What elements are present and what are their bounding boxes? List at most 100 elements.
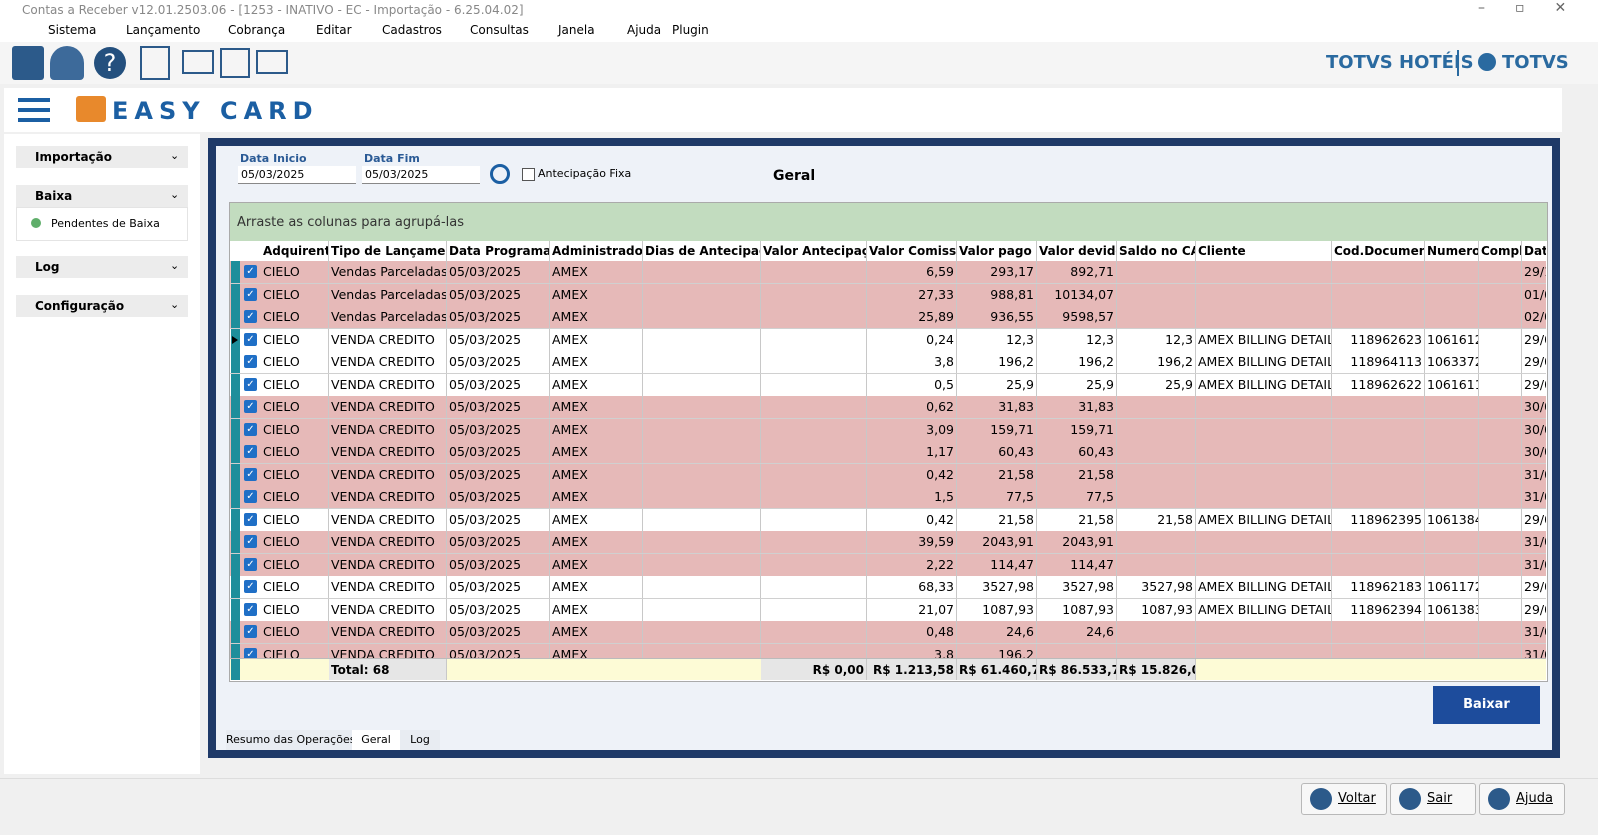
- sidebar-chevron[interactable]: ⌄: [170, 259, 180, 272]
- grid-cell: 39,59: [867, 531, 957, 553]
- tool-tree[interactable]: [220, 48, 250, 78]
- column-header[interactable]: Saldo no CAR: [1117, 241, 1196, 261]
- menu-item[interactable]: Lançamento: [126, 23, 201, 37]
- column-header[interactable]: Dias de Antecipação: [643, 241, 761, 261]
- column-header[interactable]: Valor pago: [957, 241, 1037, 261]
- footer-button[interactable]: Sair: [1390, 783, 1476, 815]
- menu-item[interactable]: Cadastros: [382, 23, 442, 37]
- baixar-button[interactable]: Baixar: [1433, 686, 1540, 724]
- column-header[interactable]: Data: [1522, 241, 1546, 261]
- sidebar-section[interactable]: Configuração: [16, 295, 188, 317]
- row-marker: [231, 553, 240, 576]
- grid-row[interactable]: ✓ CIELO Vendas Parceladas 05/03/2025 AMEX 25,…: [230, 306, 1546, 329]
- row-checkbox[interactable]: ✓: [244, 287, 257, 301]
- grid-cell: 25,9: [1117, 373, 1196, 396]
- row-checkbox[interactable]: ✓: [244, 467, 257, 481]
- grid-cell: AMEX: [550, 418, 643, 441]
- footer-button[interactable]: Ajuda: [1479, 783, 1565, 815]
- tool-send[interactable]: [256, 50, 288, 74]
- row-checkbox[interactable]: ✓: [244, 422, 257, 436]
- menu-item[interactable]: Cobrança: [228, 23, 286, 37]
- sidebar-section[interactable]: Baixa: [16, 185, 188, 207]
- grid-row[interactable]: ✓ CIELO VENDA CREDITO 05/03/2025 AMEX 39,59 20…: [230, 531, 1546, 554]
- column-header[interactable]: Valor Antecipação: [761, 241, 867, 261]
- menu-item[interactable]: Sistema: [48, 23, 97, 37]
- tab[interactable]: Log: [400, 730, 440, 750]
- tool-user[interactable]: [50, 46, 84, 80]
- search-button[interactable]: [490, 164, 510, 184]
- grid-cell: [1196, 643, 1332, 666]
- tool-exit[interactable]: [12, 46, 44, 80]
- column-header[interactable]: Valor devido: [1037, 241, 1117, 261]
- grid-row[interactable]: ✓ CIELO VENDA CREDITO 05/03/2025 AMEX 0,5 25,9…: [230, 373, 1546, 397]
- tab[interactable]: Geral: [352, 730, 400, 750]
- tool-calc[interactable]: [140, 46, 170, 80]
- grid-cell: CIELO: [261, 553, 329, 576]
- grid-row[interactable]: ✓ CIELO VENDA CREDITO 05/03/2025 AMEX 2,22 114…: [230, 553, 1546, 577]
- start-date[interactable]: 05/03/2025: [238, 166, 356, 184]
- grid-row[interactable]: ✓ CIELO VENDA CREDITO 05/03/2025 AMEX 0,62 31,…: [230, 396, 1546, 419]
- row-checkbox[interactable]: ✓: [244, 332, 257, 346]
- sidebar-section[interactable]: Importação: [16, 146, 188, 168]
- grid-row[interactable]: ✓ CIELO Vendas Parceladas 05/03/2025 AMEX 27,…: [230, 283, 1546, 307]
- column-header[interactable]: Cliente: [1196, 241, 1332, 261]
- end-date[interactable]: 05/03/2025: [362, 166, 480, 184]
- row-checkbox[interactable]: ✓: [244, 355, 257, 368]
- row-checkbox[interactable]: ✓: [244, 625, 257, 638]
- column-header[interactable]: Compl.: [1479, 241, 1522, 261]
- column-header[interactable]: Tipo de Lançamento: [329, 241, 447, 261]
- grid-cell: 9598,57: [1037, 306, 1117, 328]
- column-header[interactable]: Adquirente: [261, 241, 329, 261]
- sidebar-chevron[interactable]: ⌄: [170, 149, 180, 162]
- grid-row[interactable]: ✓ CIELO VENDA CREDITO 05/03/2025 AMEX 0,24 12,…: [230, 328, 1546, 352]
- sidebar-chevron[interactable]: ⌄: [170, 188, 180, 201]
- hamburger[interactable]: [18, 98, 50, 102]
- row-checkbox[interactable]: ✓: [244, 602, 257, 616]
- grid-row[interactable]: ✓ CIELO VENDA CREDITO 05/03/2025 AMEX 0,48 24,…: [230, 621, 1546, 644]
- grid-row[interactable]: ✓ CIELO VENDA CREDITO 05/03/2025 AMEX 3,09 159…: [230, 418, 1546, 442]
- grid-row[interactable]: ✓ CIELO VENDA CREDITO 05/03/2025 AMEX 0,42 21,…: [230, 463, 1546, 487]
- tab[interactable]: Resumo das Operações: [226, 730, 355, 750]
- menu-item[interactable]: Editar: [316, 23, 352, 37]
- row-checkbox[interactable]: ✓: [244, 647, 257, 661]
- sidebar-section[interactable]: Log: [16, 256, 188, 278]
- row-checkbox[interactable]: ✓: [244, 535, 257, 548]
- menu-item[interactable]: Janela: [558, 23, 595, 37]
- menu-item[interactable]: Ajuda: [627, 23, 662, 37]
- tool-help[interactable]: ?: [94, 47, 126, 79]
- grid-cell: 2043,91: [1037, 531, 1117, 553]
- grid-cell: [643, 351, 761, 373]
- fixed-advance-checkbox[interactable]: [522, 168, 535, 181]
- sidebar-chevron[interactable]: ⌄: [170, 298, 180, 311]
- row-checkbox[interactable]: ✓: [244, 512, 257, 526]
- window-controls[interactable]: –▫✕: [1478, 0, 1597, 16]
- column-header[interactable]: Data Programada: [447, 241, 550, 261]
- grid-row[interactable]: ✓ CIELO Vendas Parceladas 05/03/2025 AMEX 6,5…: [230, 261, 1546, 284]
- row-checkbox[interactable]: ✓: [244, 557, 257, 571]
- grid-row[interactable]: ✓ CIELO VENDA CREDITO 05/03/2025 AMEX 1,5 77,5…: [230, 486, 1546, 509]
- row-checkbox[interactable]: ✓: [244, 310, 257, 323]
- footer-button[interactable]: Voltar: [1301, 783, 1387, 815]
- grid-cell: 196,2: [1117, 351, 1196, 373]
- row-checkbox[interactable]: ✓: [244, 265, 257, 278]
- row-checkbox[interactable]: ✓: [244, 490, 257, 503]
- column-header[interactable]: Administradora: [550, 241, 643, 261]
- grid-row[interactable]: ✓ CIELO VENDA CREDITO 05/03/2025 AMEX 1,17 60,…: [230, 441, 1546, 464]
- grid-row[interactable]: ✓ CIELO VENDA CREDITO 05/03/2025 AMEX 68,33 35…: [230, 576, 1546, 599]
- row-checkbox[interactable]: ✓: [244, 377, 257, 391]
- grid-cell: AMEX: [550, 396, 643, 418]
- menu-item[interactable]: Plugin: [672, 23, 709, 37]
- row-checkbox[interactable]: ✓: [244, 400, 257, 413]
- sidebar-item[interactable]: Pendentes de Baixa: [16, 207, 188, 241]
- grid-row[interactable]: ✓ CIELO VENDA CREDITO 05/03/2025 AMEX 3,8 196,…: [230, 351, 1546, 374]
- column-header[interactable]: Numero: [1425, 241, 1479, 261]
- tool-mail[interactable]: [182, 50, 214, 74]
- grid-cell: 05/03/2025: [447, 328, 550, 351]
- grid-row[interactable]: ✓ CIELO VENDA CREDITO 05/03/2025 AMEX 21,07 10…: [230, 598, 1546, 622]
- row-checkbox[interactable]: ✓: [244, 580, 257, 593]
- menu-item[interactable]: Consultas: [470, 23, 529, 37]
- column-header[interactable]: Valor Comissão: [867, 241, 957, 261]
- column-header[interactable]: Cod.Documento: [1332, 241, 1425, 261]
- grid-row[interactable]: ✓ CIELO VENDA CREDITO 05/03/2025 AMEX 0,42 21,…: [230, 508, 1546, 532]
- row-checkbox[interactable]: ✓: [244, 445, 257, 458]
